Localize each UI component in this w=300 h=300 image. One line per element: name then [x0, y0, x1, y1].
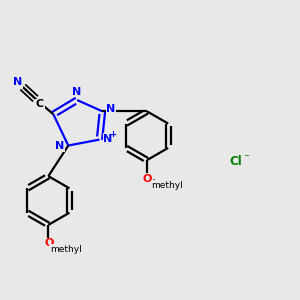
Text: N: N — [14, 77, 23, 87]
Text: C: C — [36, 99, 44, 109]
Text: methyl: methyl — [151, 181, 183, 190]
Text: +: + — [109, 130, 116, 139]
Text: O: O — [143, 173, 152, 184]
Text: O: O — [44, 238, 54, 248]
Text: N: N — [103, 134, 112, 144]
Text: ⁻: ⁻ — [244, 153, 250, 163]
Text: N: N — [55, 141, 64, 151]
Text: N: N — [106, 104, 116, 114]
Text: Cl: Cl — [230, 155, 243, 168]
Text: N: N — [72, 87, 81, 97]
Text: methyl: methyl — [50, 245, 82, 254]
